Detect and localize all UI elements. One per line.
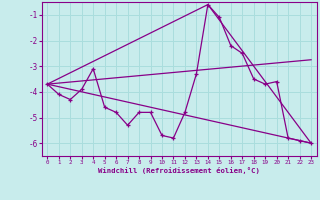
X-axis label: Windchill (Refroidissement éolien,°C): Windchill (Refroidissement éolien,°C) (98, 167, 260, 174)
